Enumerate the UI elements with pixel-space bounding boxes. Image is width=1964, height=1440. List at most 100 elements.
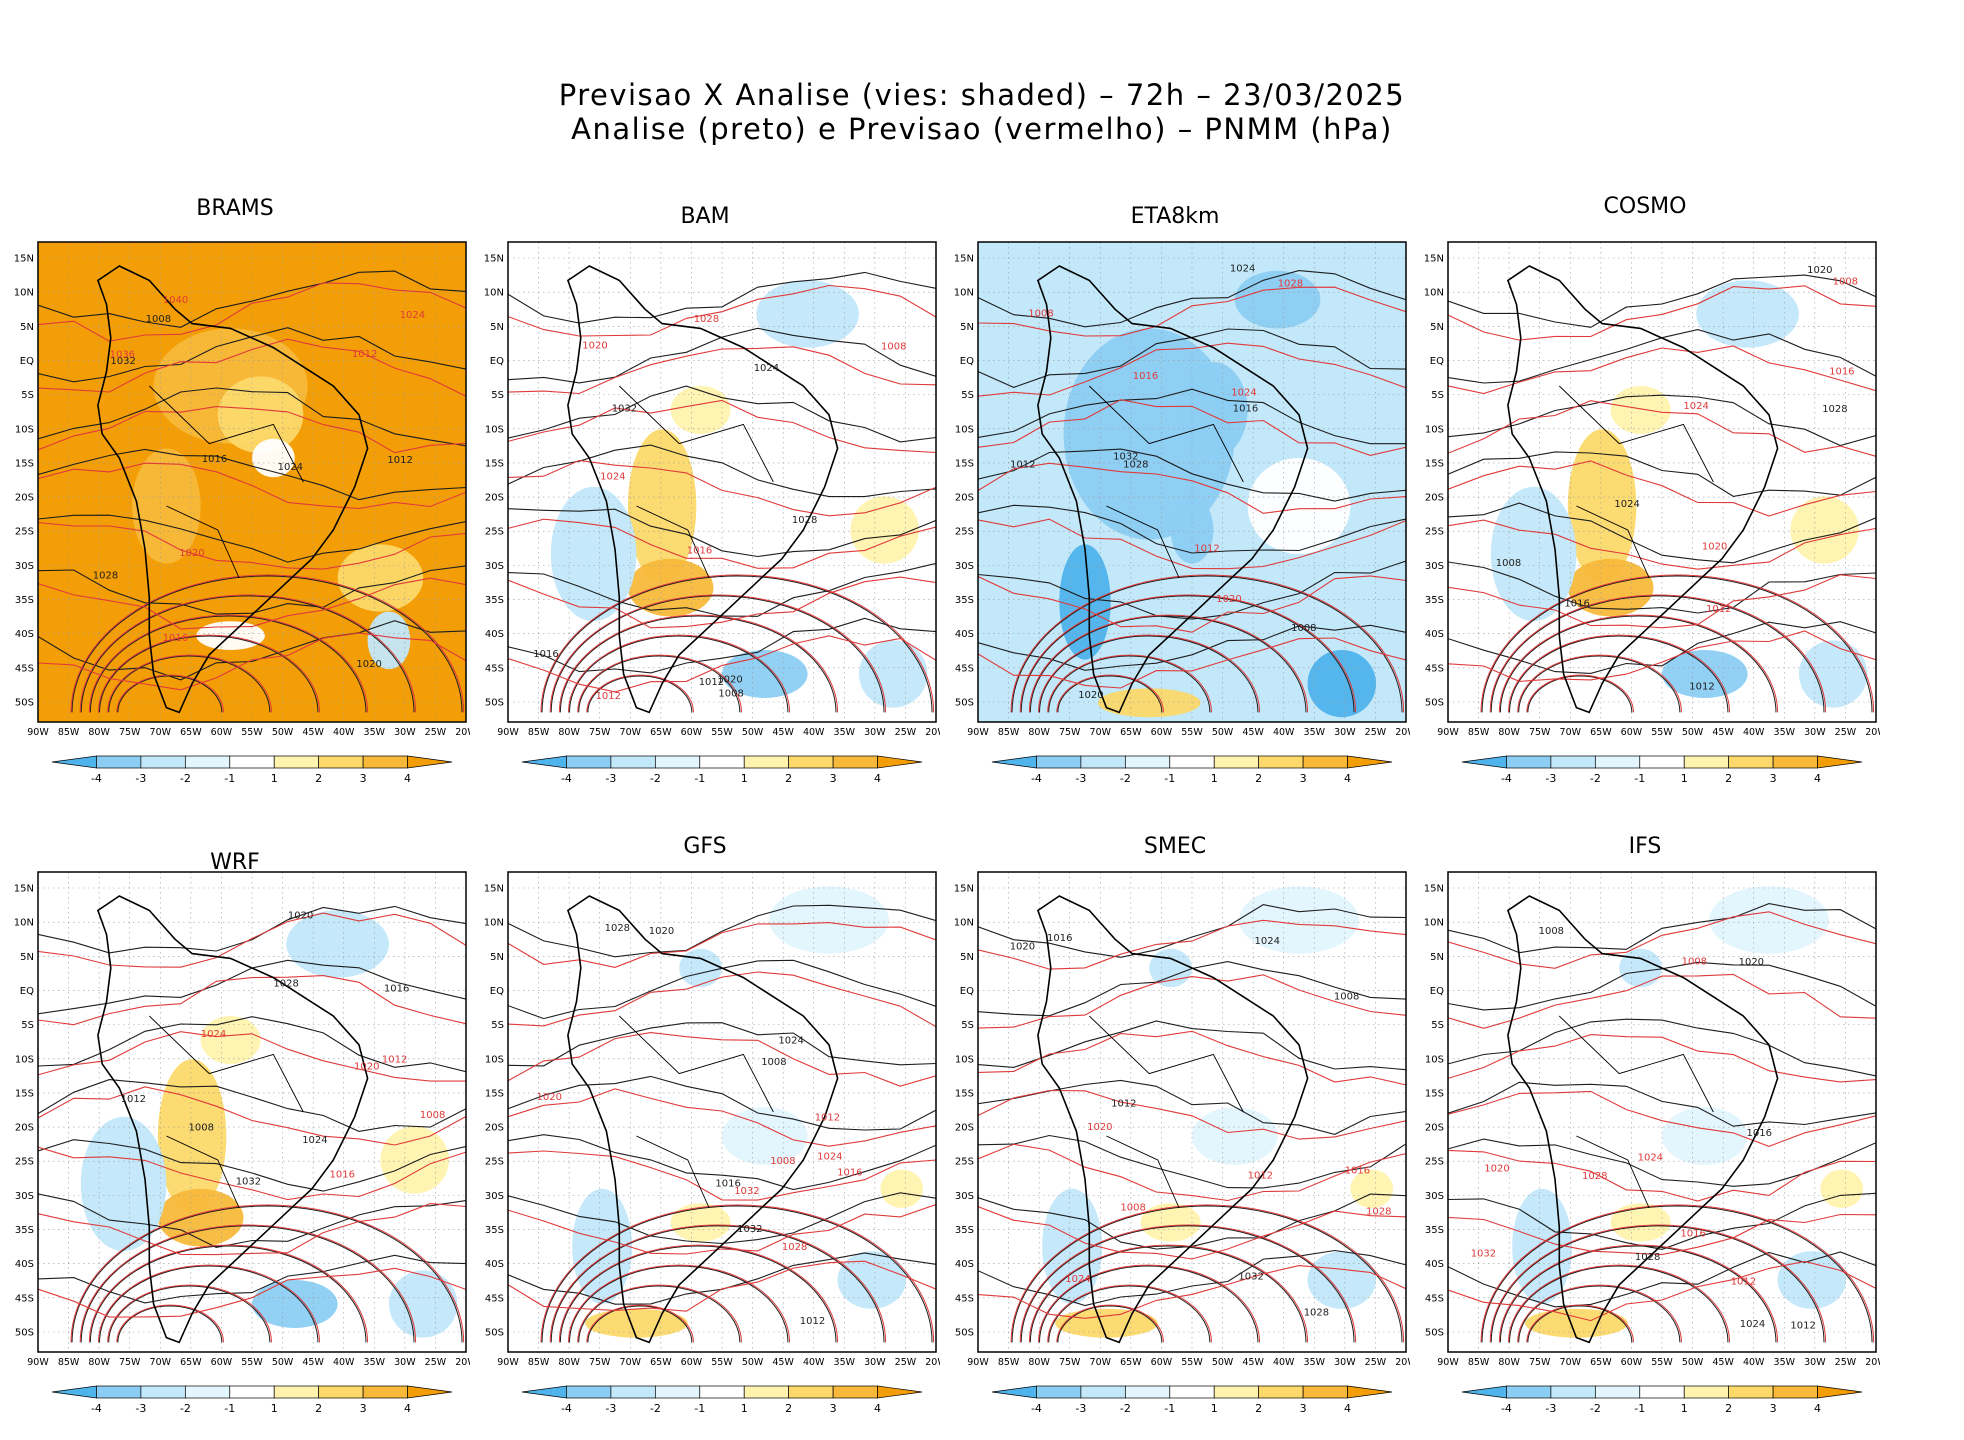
isobar-forecast [1056,1304,1164,1343]
isobar-analysis [117,1305,223,1343]
bias-shading-area [80,1116,167,1252]
isobar-forecast [1038,1264,1261,1343]
isobar-analysis [38,1193,466,1248]
lon-tick-label: 55W [1181,727,1203,738]
bias-shading-area [1567,429,1637,583]
isobar-label: 1036 [110,350,135,361]
isobar-label: 1024 [400,310,425,321]
isobar-forecast [1019,1224,1357,1343]
colorbar-label: 2 [1255,772,1262,785]
isobar-forecast [508,459,936,517]
lat-tick-label: 35S [955,595,974,606]
colorbar-label: 2 [1255,1402,1262,1415]
colorbar-segment [1080,1385,1126,1399]
lon-tick-label: 65W [650,727,672,738]
lon-tick-label: 80W [88,727,110,738]
colorbar-segment [96,755,142,769]
colorbar-segment [743,1385,790,1399]
lon-tick-label: 30W [864,727,886,738]
lon-tick-label: 55W [711,1357,733,1368]
lat-tick-label: 15S [15,1088,34,1099]
isobar-analysis [1518,655,1681,713]
isobar-forecast [107,654,272,713]
isobar-forecast [1448,1034,1876,1083]
lat-tick-label: 35S [1425,595,1444,606]
colorbar-segment [566,755,612,769]
lat-tick-label: 10N [954,288,974,299]
isobar-forecast [1448,285,1876,341]
lat-tick-label: 20S [955,1123,974,1134]
isobar-forecast [508,399,936,454]
colorbar-segment [407,1385,453,1399]
isobar-forecast [38,338,466,397]
figure-title-line1: Previsao X Analise (vies: shaded) – 72h … [558,78,1406,112]
country-border [166,505,240,579]
colorbar-label: -1 [1164,1402,1175,1415]
map-svg: 1008 1012 1016 1020 1028 1032 1024 1016 1020 1024… [14,241,470,785]
isobar-label: 1024 [1740,1319,1765,1330]
lat-tick-label: 40S [15,1259,34,1270]
isobar-forecast [978,919,1406,970]
lat-tick-label: 20S [15,1123,34,1134]
lat-tick-label: 25S [485,527,504,538]
lat-tick-label: 45S [485,663,504,674]
isobar-label: 1032 [1113,451,1138,462]
lon-tick-label: 25W [1365,727,1387,738]
colorbar-label: -4 [1501,772,1512,785]
isobar-label: 1016 [1680,1229,1705,1240]
country-border [618,1015,774,1113]
lon-tick-label: 35W [1774,727,1796,738]
isobar-forecast [38,1031,466,1082]
colorbar-segment [877,755,923,769]
colorbar-segment [877,1385,923,1399]
isobar-label: 1016 [1233,404,1258,415]
isobar-forecast [38,577,466,630]
isobar-forecast [1038,634,1261,713]
lon-tick-label: 45W [1712,727,1734,738]
colorbar-label: -4 [1501,1402,1512,1415]
bias-shading-area [858,640,928,708]
bias-shading-area [1059,544,1111,660]
isobar-analysis [578,655,741,713]
colorbar-segment [788,755,834,769]
isobar-label: 1016 [1047,933,1072,944]
colorbar-label: 4 [874,772,881,785]
colorbar-segment [1213,755,1260,769]
panel-smec: SMEC 1008 1012 1016 1020 1028 1032 1024 1012 1016… [940,820,1410,1440]
isobar-forecast [978,974,1406,1029]
isobar-forecast [70,1204,465,1343]
lat-tick-label: 45S [15,1293,34,1304]
isobar-forecast [508,1150,936,1201]
isobar-label: 1032 [734,1186,759,1197]
isobar-forecast [38,975,466,1026]
lon-tick-label: 75W [1059,727,1081,738]
lat-tick-label: 15S [485,1088,504,1099]
lon-tick-label: 20W [455,727,470,738]
bias-shading-area [1820,1169,1864,1208]
lat-tick-label: 10S [485,1054,504,1065]
lat-tick-label: 10S [485,424,504,435]
lon-tick-label: 35W [1304,1357,1326,1368]
colorbar-label: -3 [605,1402,616,1415]
lon-tick-label: 90W [967,727,989,738]
lat-tick-label: 35S [15,595,34,606]
lat-tick-label: 20S [485,493,504,504]
lat-tick-label: 35S [485,1225,504,1236]
isobar-analysis [1527,1305,1633,1343]
colorbar-label: 3 [830,1402,837,1415]
isobar-analysis [38,448,466,501]
lat-tick-label: 5N [20,952,34,963]
lon-tick-label: 90W [1437,1357,1459,1368]
isobar-forecast [88,1244,369,1343]
isobar-analysis [1020,595,1355,713]
isobar-forecast [978,342,1406,397]
country-border [148,1015,304,1113]
lon-tick-label: 40W [1273,1357,1295,1368]
lon-tick-label: 35W [1774,1357,1796,1368]
colorbar-segment [184,1385,231,1399]
lat-tick-label: 5N [490,322,504,333]
panel-wrf: WRF 1008 1012 1016 1020 1028 1032 1024 1012 1016 1… [0,820,470,1440]
lat-tick-label: 15N [954,254,974,265]
isobar-analysis [508,1192,936,1245]
lon-tick-label: 30W [1804,727,1826,738]
